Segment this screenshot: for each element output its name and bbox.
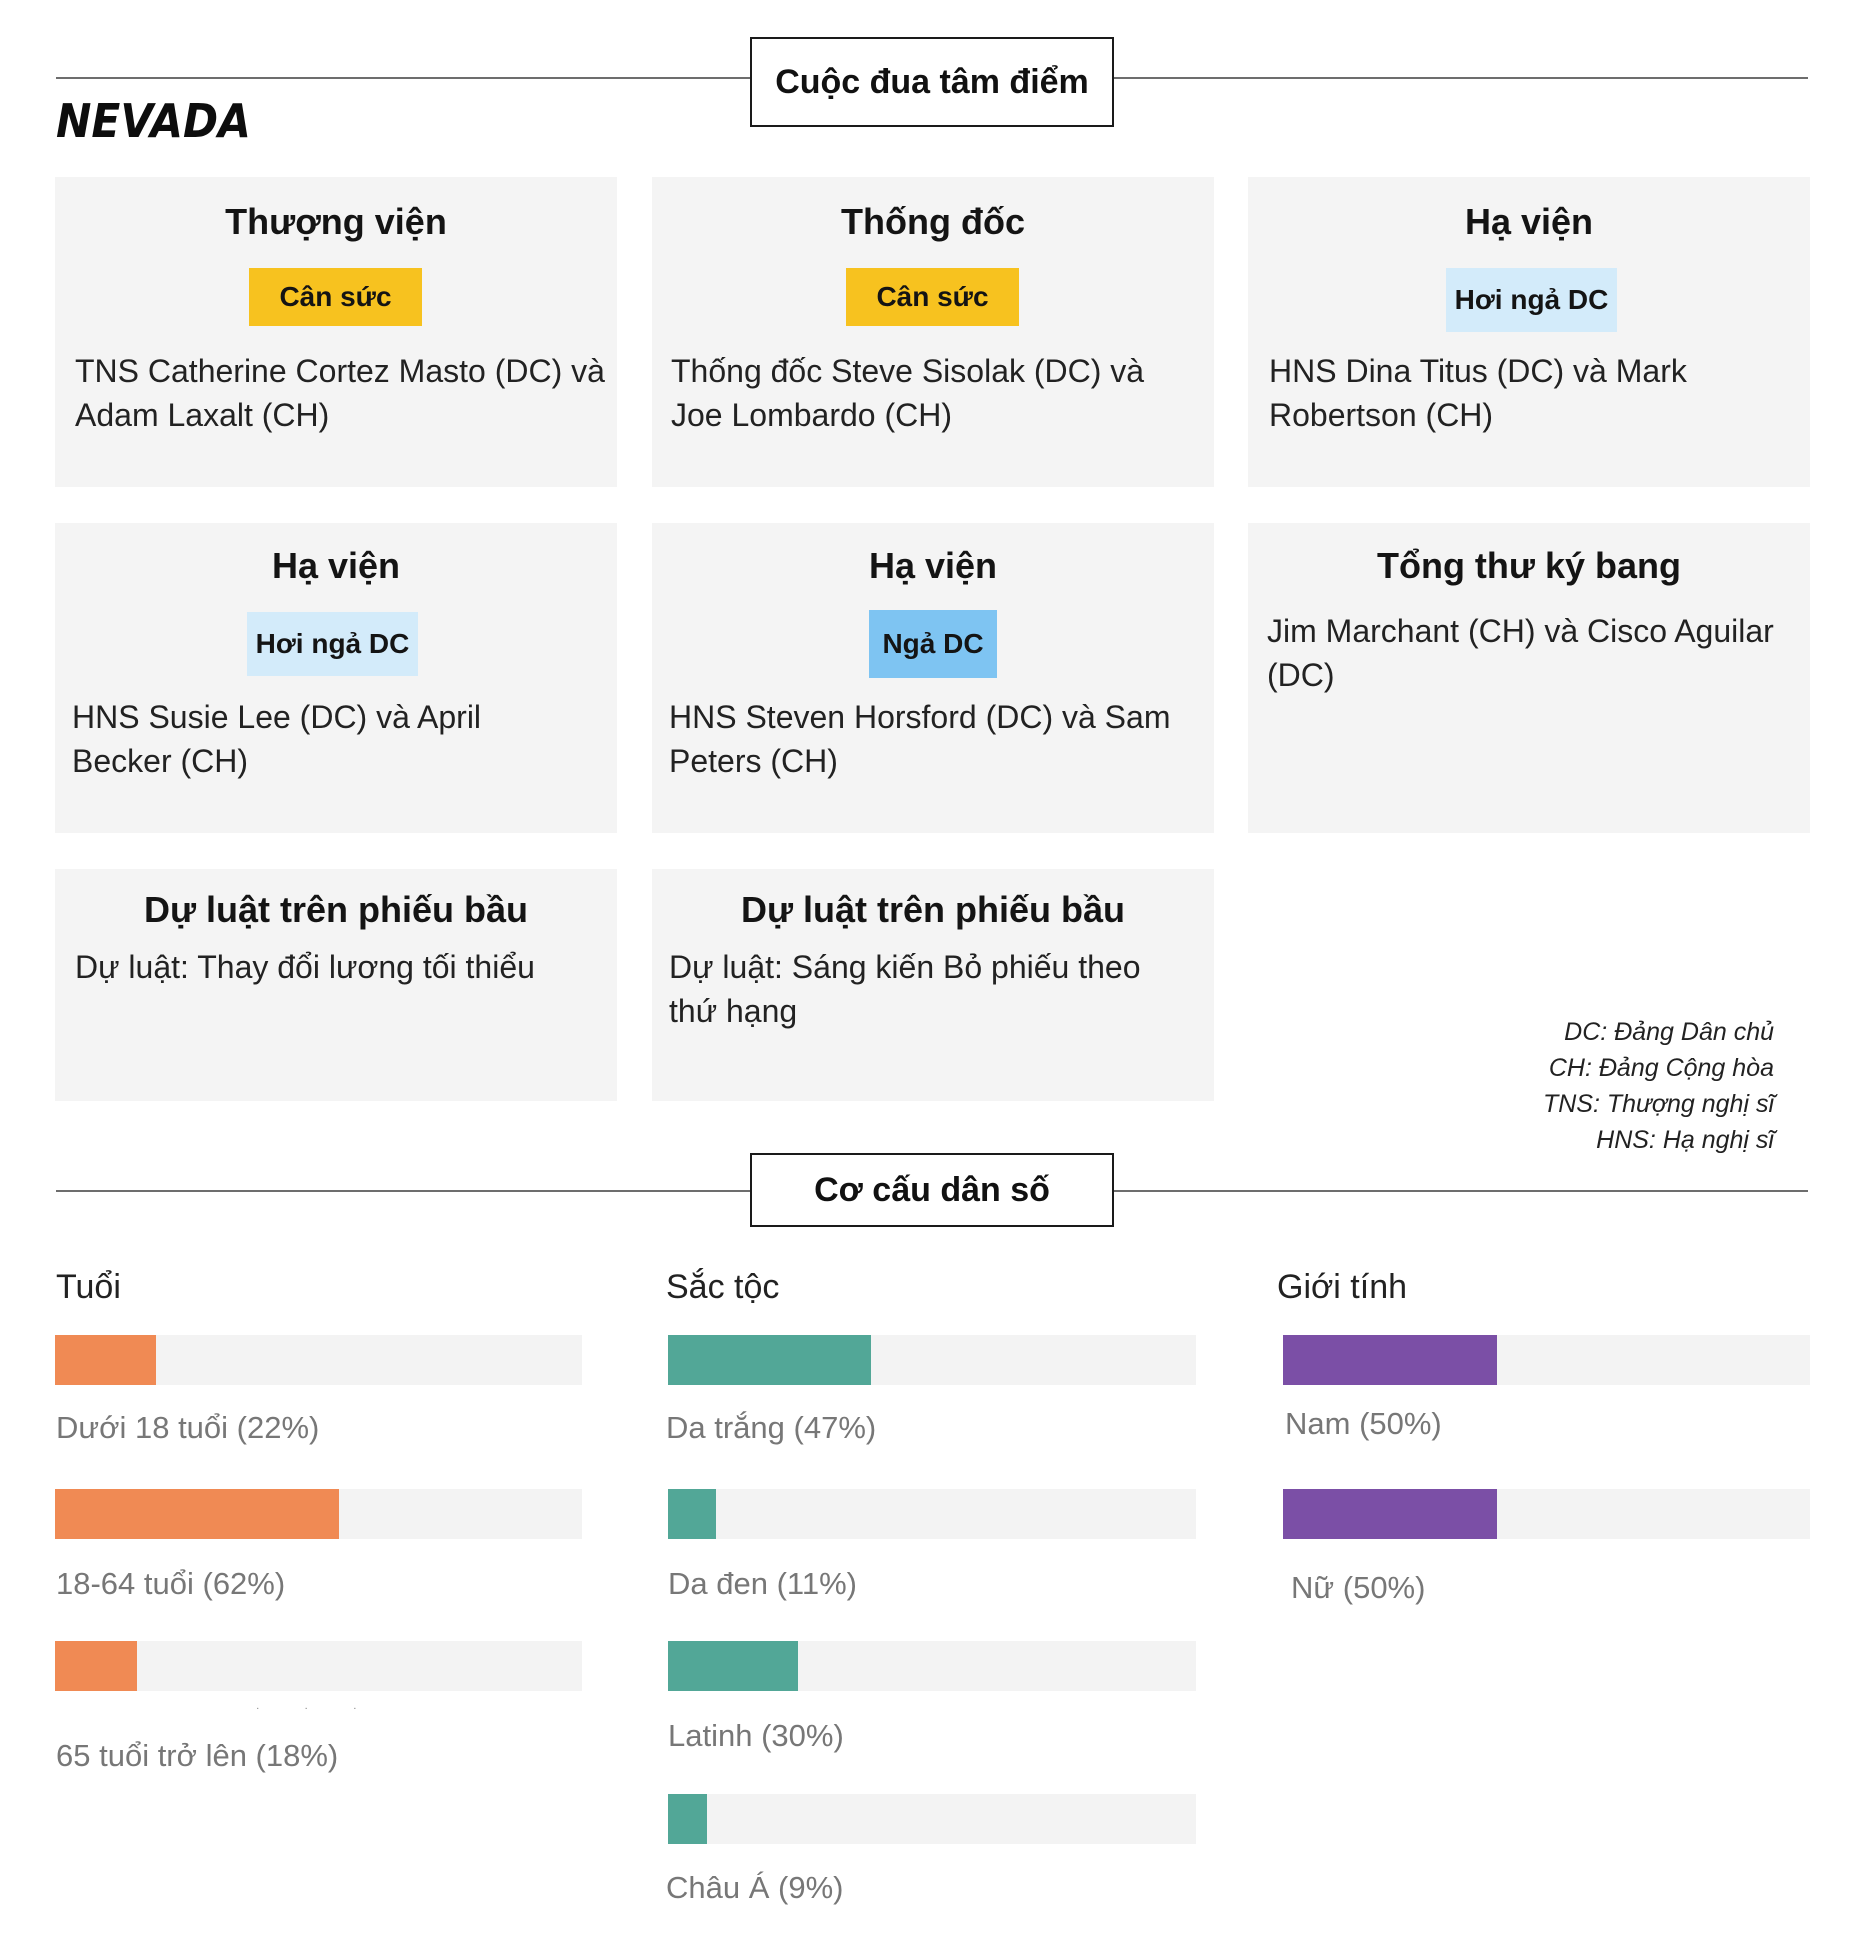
age-bar-fill <box>55 1489 340 1539</box>
age-label-under18: Dưới 18 tuổi (22%) <box>56 1410 320 1445</box>
gender-bar-fill <box>1283 1489 1498 1539</box>
race-title: Hạ viện <box>271 545 401 586</box>
race-label-asian: Châu Á (9%) <box>666 1870 844 1905</box>
race-label-black: Da đen (11%) <box>668 1566 857 1601</box>
race-title: Hạ viện <box>1464 201 1594 242</box>
race-card-house-4: Hạ viện Ngả DC HNS Steven Horsford (DC) … <box>652 523 1214 833</box>
race-title: Sắc tộc <box>666 1268 780 1306</box>
state-name: NEVADA <box>56 94 251 148</box>
gender-label-male: Nam (50%) <box>1285 1406 1442 1441</box>
gender-bar-male <box>1283 1335 1810 1385</box>
race-bar-fill <box>668 1335 872 1385</box>
rating-badge: Cân sức <box>249 268 422 326</box>
gender-bar-fill <box>1283 1335 1498 1385</box>
race-title: Thượng viện <box>225 201 447 242</box>
race-candidates: Thống đốc Steve Sisolak (DC) và Joe Lomb… <box>671 353 1145 433</box>
race-bar-latino <box>668 1641 1196 1691</box>
rating-badge: Cân sức <box>846 268 1019 326</box>
age-label-18-64: 18-64 tuổi (62%) <box>56 1566 286 1601</box>
race-bar-fill <box>668 1794 707 1844</box>
race-bar-white <box>668 1335 1196 1385</box>
rating-badge: Hơi ngả DC <box>1446 268 1617 332</box>
age-bar-fill <box>55 1641 138 1691</box>
age-bar-under18 <box>55 1335 582 1385</box>
age-title: Tuổi <box>56 1268 121 1306</box>
section-divider-left <box>56 77 752 79</box>
race-card-secretary-of-state: Tổng thư ký bang Jim Marchant (CH) và Ci… <box>1248 523 1810 833</box>
race-candidates: HNS Dina Titus (DC) và Mark Robertson (C… <box>1269 353 1687 433</box>
race-bar-asian <box>668 1794 1196 1844</box>
race-bar-black <box>668 1489 1196 1539</box>
race-title: Thống đốc <box>841 201 1025 242</box>
ballot-measure: Dự luật: Thay đổi lương tối thiểu <box>75 949 535 985</box>
section-title-demographics: Cơ cấu dân số <box>750 1153 1114 1227</box>
ballot-title: Dự luật trên phiếu bầu <box>143 889 529 930</box>
ballot-title: Dự luật trên phiếu bầu <box>740 889 1126 930</box>
race-label-latino: Latinh (30%) <box>668 1718 844 1753</box>
ballot-measure: Dự luật: Sáng kiến Bỏ phiếu theo thứ hạn… <box>669 949 1141 1029</box>
race-candidates: HNS Steven Horsford (DC) và Sam Peters (… <box>669 699 1171 779</box>
legend-item: TNS: Thượng nghị sĩ <box>1542 1090 1774 1118</box>
section-divider-right <box>1112 77 1808 79</box>
tick-marks: ˙ ˙ ˙ <box>256 1705 378 1721</box>
rating-badge: Ngả DC <box>869 610 997 678</box>
ballot-card-ranked-choice: Dự luật trên phiếu bầu Dự luật: Sáng kiế… <box>652 869 1214 1101</box>
race-candidates: TNS Catherine Cortez Masto (DC) và Adam … <box>75 353 605 433</box>
section-divider-right <box>1112 1190 1808 1192</box>
age-bar-18-64 <box>55 1489 582 1539</box>
race-card-house-3: Hạ viện Hơi ngả DC HNS Susie Lee (DC) và… <box>55 523 617 833</box>
rating-badge: Hơi ngả DC <box>247 612 418 676</box>
race-label-white: Da trắng (47%) <box>666 1410 877 1445</box>
race-candidates: Jim Marchant (CH) và Cisco Aguilar (DC) <box>1267 613 1774 693</box>
section-title-races: Cuộc đua tâm điểm <box>750 37 1114 127</box>
race-card-senate: Thượng viện Cân sức TNS Catherine Cortez… <box>55 177 617 487</box>
legend-item: HNS: Hạ nghị sĩ <box>1596 1126 1774 1154</box>
gender-title: Giới tính <box>1277 1268 1408 1306</box>
gender-label-female: Nữ (50%) <box>1291 1570 1426 1605</box>
race-title: Tổng thư ký bang <box>1376 545 1682 586</box>
age-bar-65plus <box>55 1641 582 1691</box>
legend-item: DC: Đảng Dân chủ <box>1564 1018 1774 1046</box>
gender-bar-female <box>1283 1489 1810 1539</box>
race-bar-fill <box>668 1641 798 1691</box>
race-card-house-1: Hạ viện Hơi ngả DC HNS Dina Titus (DC) v… <box>1248 177 1810 487</box>
legend-item: CH: Đảng Cộng hòa <box>1548 1054 1774 1082</box>
section-divider-left <box>56 1190 752 1192</box>
age-bar-fill <box>55 1335 156 1385</box>
race-card-governor: Thống đốc Cân sức Thống đốc Steve Sisola… <box>652 177 1214 487</box>
abbreviation-legend: DC: Đảng Dân chủ CH: Đảng Cộng hòa TNS: … <box>1543 1014 1774 1158</box>
race-bar-fill <box>668 1489 716 1539</box>
race-title: Hạ viện <box>868 545 998 586</box>
age-label-65plus: 65 tuổi trở lên (18%) <box>56 1738 339 1773</box>
ballot-card-minimum-wage: Dự luật trên phiếu bầu Dự luật: Thay đổi… <box>55 869 617 1101</box>
race-candidates: HNS Susie Lee (DC) và April Becker (CH) <box>72 699 482 779</box>
